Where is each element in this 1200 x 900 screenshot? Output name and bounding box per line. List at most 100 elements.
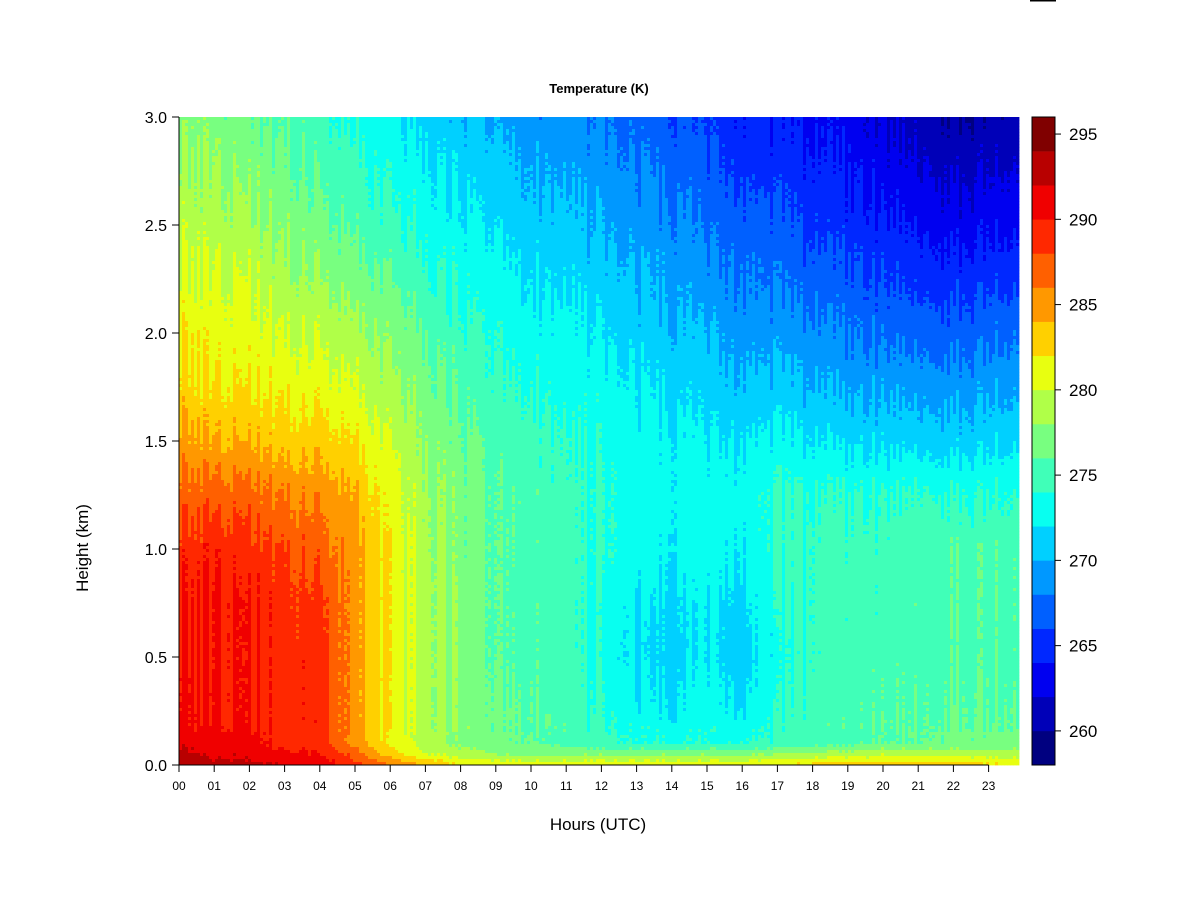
heatmap-cell xyxy=(185,372,188,375)
heatmap-cell xyxy=(194,276,197,279)
heatmap-cell xyxy=(203,264,206,267)
heatmap-cell xyxy=(200,516,203,519)
heatmap-cell xyxy=(194,243,197,246)
heatmap-cell xyxy=(185,156,188,159)
heatmap-cell xyxy=(197,321,200,324)
heatmap-cell xyxy=(188,144,191,147)
heatmap-cell xyxy=(191,612,194,615)
heatmap-cell xyxy=(188,684,191,687)
heatmap-cell xyxy=(197,390,200,393)
heatmap-cell xyxy=(182,567,185,570)
heatmap-cell xyxy=(191,741,194,744)
heatmap-cell xyxy=(182,735,185,738)
heatmap-cell xyxy=(191,417,194,420)
heatmap-cell xyxy=(200,504,203,507)
heatmap-cell xyxy=(200,402,203,405)
heatmap-cell xyxy=(191,366,194,369)
heatmap-cell xyxy=(200,486,203,489)
heatmap-cell xyxy=(182,507,185,510)
heatmap-cell xyxy=(179,354,182,357)
heatmap-cell xyxy=(188,744,191,747)
heatmap-cell xyxy=(197,357,200,360)
heatmap-cell xyxy=(191,438,194,441)
heatmap-cell xyxy=(203,642,206,645)
heatmap-cell xyxy=(200,276,203,279)
heatmap-cell xyxy=(194,138,197,141)
heatmap-cell xyxy=(203,255,206,258)
heatmap-cell xyxy=(191,168,194,171)
heatmap-cell xyxy=(179,255,182,258)
heatmap-cell xyxy=(197,381,200,384)
heatmap-cell xyxy=(197,396,200,399)
heatmap-cell xyxy=(194,225,197,228)
heatmap-cell xyxy=(197,435,200,438)
heatmap-cell xyxy=(191,432,194,435)
heatmap-cell xyxy=(191,291,194,294)
heatmap-cell xyxy=(188,615,191,618)
heatmap-cell xyxy=(182,219,185,222)
heatmap-cell xyxy=(197,384,200,387)
heatmap-cell xyxy=(182,477,185,480)
heatmap-cell xyxy=(200,339,203,342)
heatmap-cell xyxy=(194,393,197,396)
heatmap-cell xyxy=(203,480,206,483)
heatmap-cell xyxy=(200,609,203,612)
heatmap-cell xyxy=(194,354,197,357)
heatmap-cell xyxy=(185,402,188,405)
heatmap-cell xyxy=(191,492,194,495)
heatmap-cell xyxy=(182,366,185,369)
heatmap-cell xyxy=(191,324,194,327)
heatmap-cell xyxy=(185,528,188,531)
heatmap-cell xyxy=(182,687,185,690)
heatmap-cell xyxy=(179,378,182,381)
heatmap-cell xyxy=(182,348,185,351)
heatmap-cell xyxy=(182,600,185,603)
heatmap-cell xyxy=(191,135,194,138)
heatmap-cell xyxy=(203,129,206,132)
heatmap-cell xyxy=(182,603,185,606)
heatmap-cell xyxy=(182,282,185,285)
heatmap-cell xyxy=(182,390,185,393)
heatmap-cell xyxy=(200,264,203,267)
heatmap-cell xyxy=(179,678,182,681)
heatmap-cell xyxy=(200,117,203,120)
heatmap-cell xyxy=(188,147,191,150)
heatmap-cell xyxy=(179,735,182,738)
heatmap-cell xyxy=(182,252,185,255)
heatmap-cell xyxy=(188,582,191,585)
heatmap-cell xyxy=(179,615,182,618)
heatmap-cell xyxy=(179,228,182,231)
heatmap-cell xyxy=(203,552,206,555)
heatmap-cell xyxy=(197,261,200,264)
heatmap-cell xyxy=(197,426,200,429)
heatmap-cell xyxy=(197,168,200,171)
heatmap-cell xyxy=(182,309,185,312)
heatmap-cell xyxy=(197,708,200,711)
heatmap-cell xyxy=(197,234,200,237)
heatmap-cell xyxy=(188,396,191,399)
heatmap-cell xyxy=(194,681,197,684)
heatmap-cell xyxy=(188,573,191,576)
heatmap-cell xyxy=(179,474,182,477)
heatmap-cell xyxy=(203,414,206,417)
heatmap-cell xyxy=(188,375,191,378)
heatmap-cell xyxy=(191,318,194,321)
heatmap-cell xyxy=(197,351,200,354)
heatmap-cell xyxy=(194,747,197,750)
heatmap-cell xyxy=(200,279,203,282)
heatmap-cell xyxy=(188,399,191,402)
heatmap-cell xyxy=(194,387,197,390)
heatmap-cell xyxy=(188,306,191,309)
heatmap-cell xyxy=(203,225,206,228)
heatmap-cell xyxy=(179,501,182,504)
heatmap-cell xyxy=(188,417,191,420)
heatmap-cell xyxy=(182,456,185,459)
heatmap-cell xyxy=(185,438,188,441)
heatmap-cell xyxy=(200,297,203,300)
heatmap-cell xyxy=(182,123,185,126)
heatmap-cell xyxy=(182,624,185,627)
heatmap-cell xyxy=(200,558,203,561)
heatmap-cell xyxy=(191,261,194,264)
heatmap-cell xyxy=(197,285,200,288)
heatmap-cell xyxy=(200,360,203,363)
